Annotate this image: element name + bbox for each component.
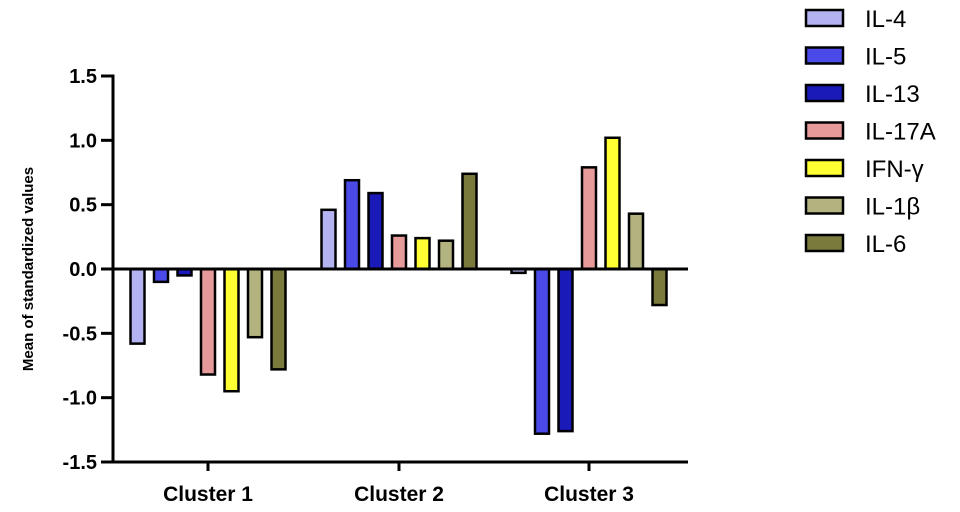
legend-label: IL-13 (865, 81, 920, 108)
legend-item: IL-4 (804, 6, 906, 33)
bar (320, 208, 337, 271)
x-category-label: Cluster 2 (354, 483, 444, 506)
bar (270, 267, 287, 371)
legend-item: IL-17A (804, 119, 936, 146)
bar (651, 267, 668, 307)
y-tick-label: 0.0 (69, 259, 97, 281)
legend-swatch (804, 83, 845, 103)
y-axis: -1.5 -1.0 -0.5 0.0 0.5 1.0 1.5 (63, 66, 115, 474)
y-tick-label: -1.0 (63, 388, 97, 410)
legend-label: IL-17A (865, 119, 936, 146)
bar (461, 172, 478, 271)
bar (557, 267, 574, 433)
bar (437, 239, 455, 271)
bar (152, 267, 170, 284)
legend-label: IFN-γ (865, 156, 924, 183)
bar (533, 267, 551, 435)
x-category-label: Cluster 1 (163, 483, 253, 506)
bar (627, 212, 645, 271)
legend-item: IL-6 (804, 231, 906, 258)
legend: IL-4 IL-5 IL-13 IL-17A IFN-γ IL-1β IL-6 (804, 6, 936, 258)
legend-label: IL-6 (865, 231, 906, 258)
bar (343, 178, 361, 271)
y-tick-label: -0.5 (63, 323, 97, 345)
legend-swatch (804, 46, 845, 65)
legend-swatch (804, 196, 845, 215)
legend-item: IFN-γ (804, 156, 924, 183)
bar (414, 236, 431, 271)
bar (580, 166, 598, 271)
legend-label: IL-5 (865, 44, 906, 71)
x-category-label: Cluster 3 (544, 483, 634, 506)
legend-item: IL-13 (804, 81, 920, 108)
bar (246, 267, 264, 339)
x-axis: Cluster 1 Cluster 2 Cluster 3 (111, 460, 688, 506)
bar (199, 267, 217, 376)
y-tick-label: 1.0 (69, 130, 97, 152)
y-tick-label: 0.5 (69, 195, 97, 217)
y-tick-label: 1.5 (69, 66, 97, 88)
legend-item: IL-1β (804, 194, 920, 221)
bars-group (129, 136, 668, 435)
legend-label: IL-1β (865, 194, 920, 221)
bar (129, 267, 146, 345)
y-tick-label: -1.5 (63, 452, 97, 474)
bar (604, 136, 621, 271)
bar (390, 234, 408, 271)
bar (367, 191, 384, 271)
legend-swatch (804, 158, 845, 178)
legend-label: IL-4 (865, 6, 906, 33)
legend-swatch (804, 121, 845, 140)
legend-swatch (804, 233, 845, 253)
legend-item: IL-5 (804, 44, 906, 71)
legend-swatch (804, 8, 845, 28)
y-axis-label: Mean of standardized values (20, 167, 37, 371)
bar (223, 267, 240, 393)
